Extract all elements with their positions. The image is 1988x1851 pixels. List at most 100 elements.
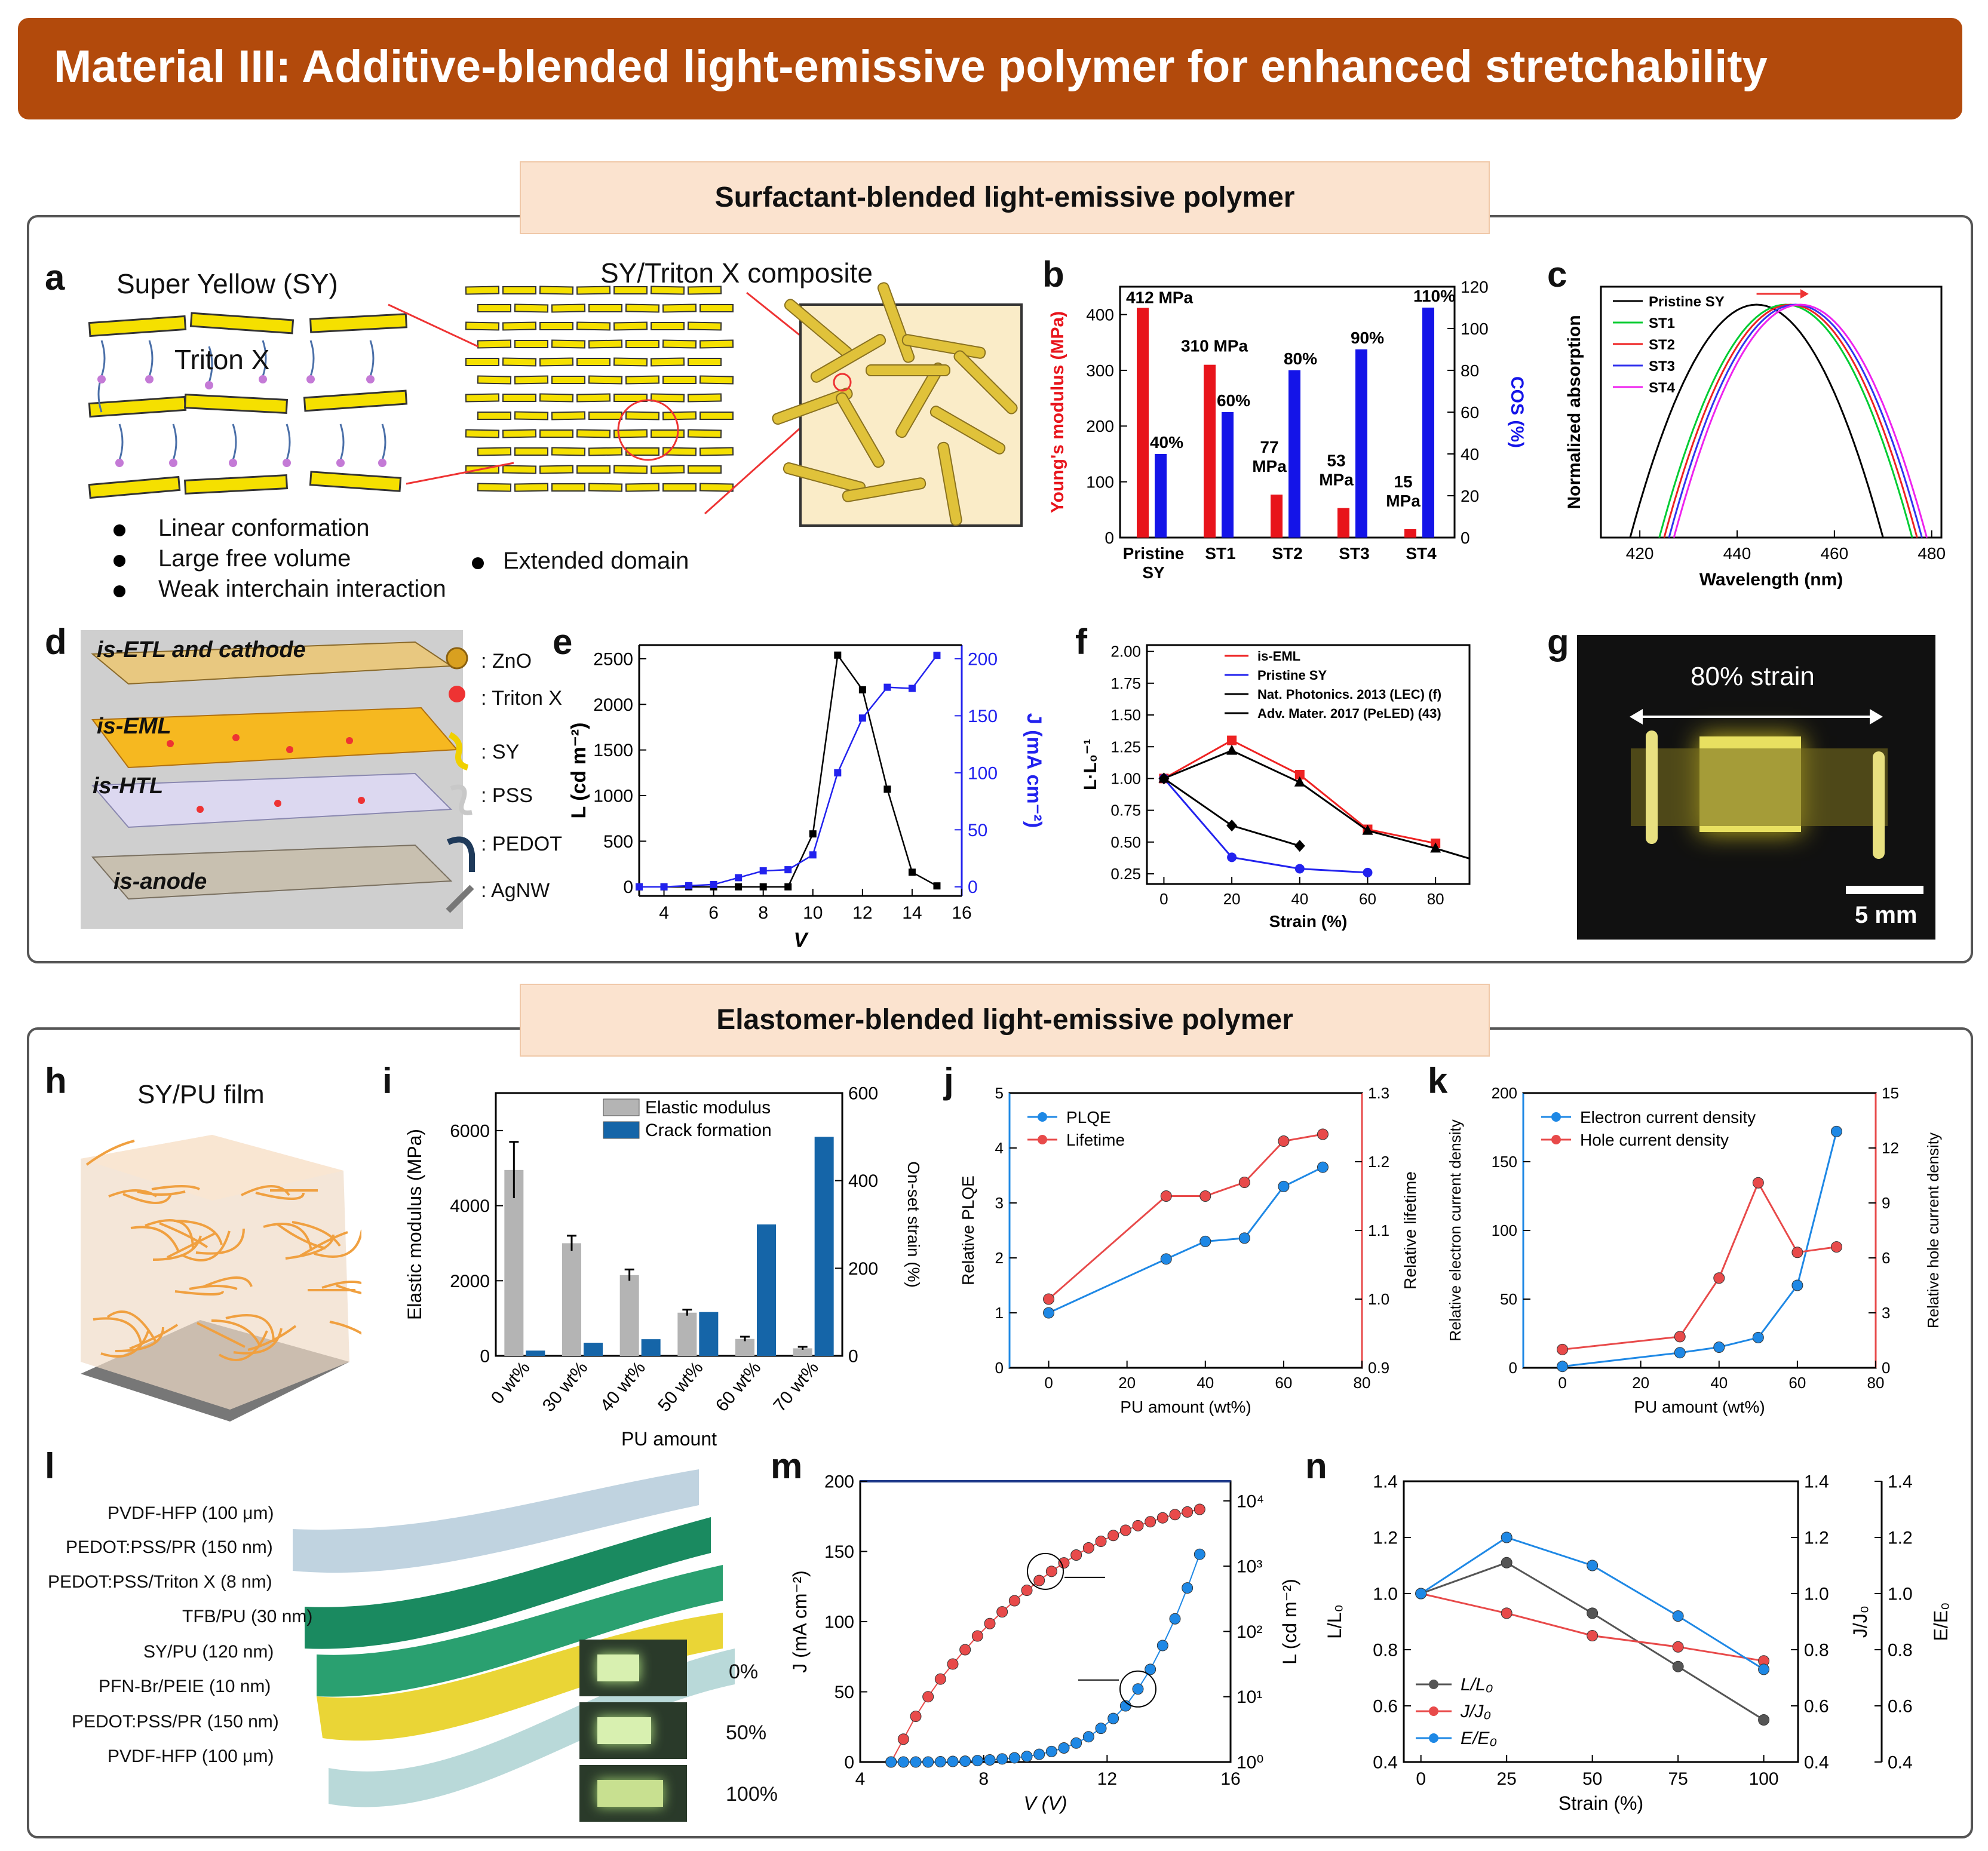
chart-k-ylabel: Relative electron current density	[1446, 1119, 1464, 1341]
chart-j-legend-label: PLQE	[1066, 1108, 1111, 1126]
chart-k-point	[1674, 1331, 1686, 1343]
chart-n-point	[1501, 1531, 1513, 1543]
chart-j-point	[1160, 1253, 1172, 1265]
chart-m-point	[996, 1753, 1008, 1765]
chart-m-point	[1107, 1712, 1119, 1724]
chart-f-point	[1227, 852, 1237, 862]
chart-k-x-tick-label: 60	[1788, 1374, 1806, 1392]
chart-n-y2-y-tick-label: 0.4	[1804, 1753, 1829, 1773]
panel-l-photo-0	[579, 1640, 687, 1696]
panel-d-layer-eml: is-EML	[97, 714, 171, 739]
chart-i-bar-modulus	[793, 1348, 812, 1356]
chart-b-y-tick-label: 300	[1086, 361, 1114, 380]
chart-b-y2-y-tick-label: 0	[1461, 529, 1470, 547]
chart-e-point-J	[759, 867, 767, 874]
chart-m-point	[1033, 1748, 1045, 1760]
chart-j-series-line	[1048, 1133, 1323, 1300]
panel-l-strain-0: 0%	[729, 1660, 759, 1683]
panel-label-k: k	[1428, 1061, 1448, 1101]
chart-i-y-tick-label: 6000	[450, 1121, 490, 1141]
chart-k-point	[1713, 1272, 1725, 1284]
chart-n-legend-marker	[1429, 1733, 1438, 1743]
chart-f-ylabel: L·L₀⁻¹	[1081, 739, 1100, 790]
chart-f-series-line	[1163, 739, 1436, 845]
panel-label-b: b	[1042, 254, 1064, 294]
panel-label-j: j	[944, 1061, 954, 1101]
chart-f-x-tick-label: 80	[1427, 890, 1444, 908]
chart-n-series-line	[1421, 1592, 1764, 1662]
page-title: Material III: Additive-blended light-emi…	[54, 41, 1768, 92]
chart-m-series-line	[890, 1509, 1200, 1763]
chart-b-y2label: COS (%)	[1507, 376, 1527, 448]
chart-j-y-tick-label: 5	[995, 1084, 1004, 1102]
chart-e-point-L	[735, 883, 743, 891]
chart-i-y2-y-tick-label: 200	[848, 1259, 878, 1279]
chart-n-point	[1672, 1660, 1684, 1672]
chart-n-point	[1672, 1610, 1684, 1622]
chart-m-point	[1169, 1613, 1181, 1625]
chart-n-y-tick-label: 0.8	[1373, 1641, 1398, 1660]
chart-n-legend-marker	[1429, 1706, 1438, 1716]
chart-f-y-tick-label: 1.00	[1110, 770, 1141, 788]
chart-j-xlabel: PU amount (wt%)	[1120, 1398, 1251, 1416]
triton-icon	[449, 686, 465, 702]
chart-c-legend-label: Pristine SY	[1649, 294, 1725, 310]
chart-j-point	[1317, 1128, 1329, 1140]
chart-c-legend-label: ST4	[1649, 380, 1676, 396]
chart-j-x-tick-label: 80	[1354, 1374, 1371, 1392]
chart-m-callout-circle-L	[1027, 1552, 1064, 1590]
chart-b-y2-y-tick-label: 40	[1461, 445, 1479, 463]
chart-j-x-tick-label: 40	[1197, 1374, 1214, 1392]
chart-e-ylabel: L (cd m⁻²)	[567, 723, 590, 819]
chart-n-y-tick-label: 1.0	[1373, 1585, 1398, 1604]
chart-k-point	[1752, 1331, 1764, 1343]
chart-j-legend-marker	[1038, 1112, 1047, 1122]
chart-j-y2-y-tick-label: 1.2	[1368, 1153, 1389, 1171]
chart-e-point-J	[784, 866, 792, 874]
chart-k-series-line	[1562, 1131, 1837, 1368]
chart-j-point	[1043, 1307, 1055, 1319]
chart-j-legend-marker	[1038, 1135, 1047, 1144]
strain-arrow	[1634, 716, 1873, 718]
chart-e-y2-y-tick-label: 150	[968, 707, 998, 726]
chart-b-category: ST3	[1339, 544, 1369, 563]
chart-b-bar-cos	[1355, 349, 1367, 538]
pss-icon	[450, 784, 473, 815]
chart-m-point	[1194, 1548, 1205, 1560]
chart-e-xlabel: V	[794, 929, 809, 951]
chart-e-series-L	[639, 653, 938, 888]
chart-m-point	[897, 1756, 909, 1768]
chart-b-label-cos: 110%	[1413, 287, 1455, 305]
chart-n: 0 25 50 75 100 0.4 0.6 0.8 1.0 1.2 1.4 0.4 0.6 0.8 1.0…	[1324, 1472, 1952, 1815]
chart-m-y-tick-label: 50	[835, 1683, 854, 1702]
panel-l-photo-50	[579, 1702, 687, 1759]
chart-i-category: 60 wt%	[712, 1358, 765, 1416]
chart-i-bar-crack	[757, 1224, 776, 1356]
section-bottom-header: Elastomer-blended light-emissive polymer	[520, 984, 1490, 1057]
panel-label-a: a	[45, 257, 65, 297]
chart-n-legend-marker	[1429, 1680, 1438, 1689]
chart-m-point	[1082, 1542, 1094, 1554]
chart-b-category: ST2	[1272, 544, 1302, 563]
panel-h-label: SY/PU film	[137, 1080, 265, 1109]
chart-k-y2-y-tick-label: 3	[1882, 1304, 1890, 1322]
chart-e-y2label: J (mA cm⁻²)	[1023, 713, 1045, 828]
chart-n-xlabel: Strain (%)	[1559, 1792, 1643, 1814]
chart-b-bar-cos	[1222, 412, 1234, 538]
panel-a-bullet-1: Linear conformation	[158, 515, 370, 541]
chart-b-bar-cos	[1155, 454, 1167, 538]
chart-m-point	[971, 1755, 983, 1767]
chart-e-x-tick-label: 14	[902, 903, 922, 923]
panel-d-device-stack	[81, 630, 463, 929]
panel-l-layer-4: TFB/PU (30 nm)	[182, 1607, 313, 1626]
chart-i-bar-crack	[699, 1312, 719, 1356]
chart-e-point-J	[933, 652, 941, 659]
chart-f-series-line	[1163, 778, 1300, 847]
chart-n-y3-y-tick-label: 0.6	[1888, 1697, 1913, 1717]
chart-m-x-tick-label: 16	[1220, 1769, 1240, 1789]
chart-n-ylabel: L/L₀	[1324, 1604, 1345, 1639]
chart-e-series-J	[639, 655, 938, 888]
chart-j-y2-y-tick-label: 1.0	[1368, 1290, 1389, 1308]
chart-j-y2-y-tick-label: 1.3	[1368, 1084, 1389, 1102]
chart-f-y-tick-label: 2.00	[1110, 643, 1141, 661]
